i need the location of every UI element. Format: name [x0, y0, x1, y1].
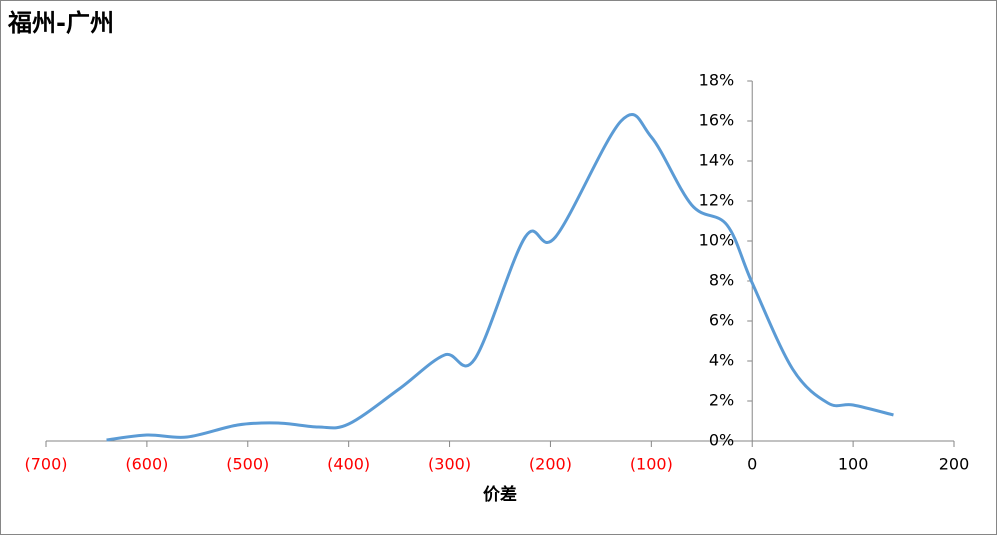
y-tick-label: 14% [699, 151, 735, 170]
y-tick-label: 8% [709, 271, 734, 290]
x-tick-label: (200) [529, 455, 572, 474]
x-tick-label: 0 [747, 455, 757, 474]
y-tick-label: 16% [699, 111, 735, 130]
y-tick-label: 0% [709, 431, 734, 450]
y-tick-label: 10% [699, 231, 735, 250]
x-tick-label: (300) [428, 455, 471, 474]
x-tick-label: 200 [939, 455, 970, 474]
y-tick-label: 2% [709, 391, 734, 410]
x-tick-label: (400) [327, 455, 370, 474]
x-tick-label: (600) [125, 455, 168, 474]
x-tick-label: (700) [24, 455, 67, 474]
line-series [106, 113, 894, 442]
y-tick-label: 18% [699, 71, 735, 90]
y-tick-label: 6% [709, 311, 734, 330]
x-tick-label: (500) [226, 455, 269, 474]
x-tick-label: 100 [838, 455, 869, 474]
x-axis-title: 价差 [483, 484, 517, 505]
y-tick-label: 4% [709, 351, 734, 370]
x-tick-label: (100) [630, 455, 673, 474]
y-tick-label: 12% [699, 191, 735, 210]
chart-title: 福州-广州 [7, 9, 114, 37]
